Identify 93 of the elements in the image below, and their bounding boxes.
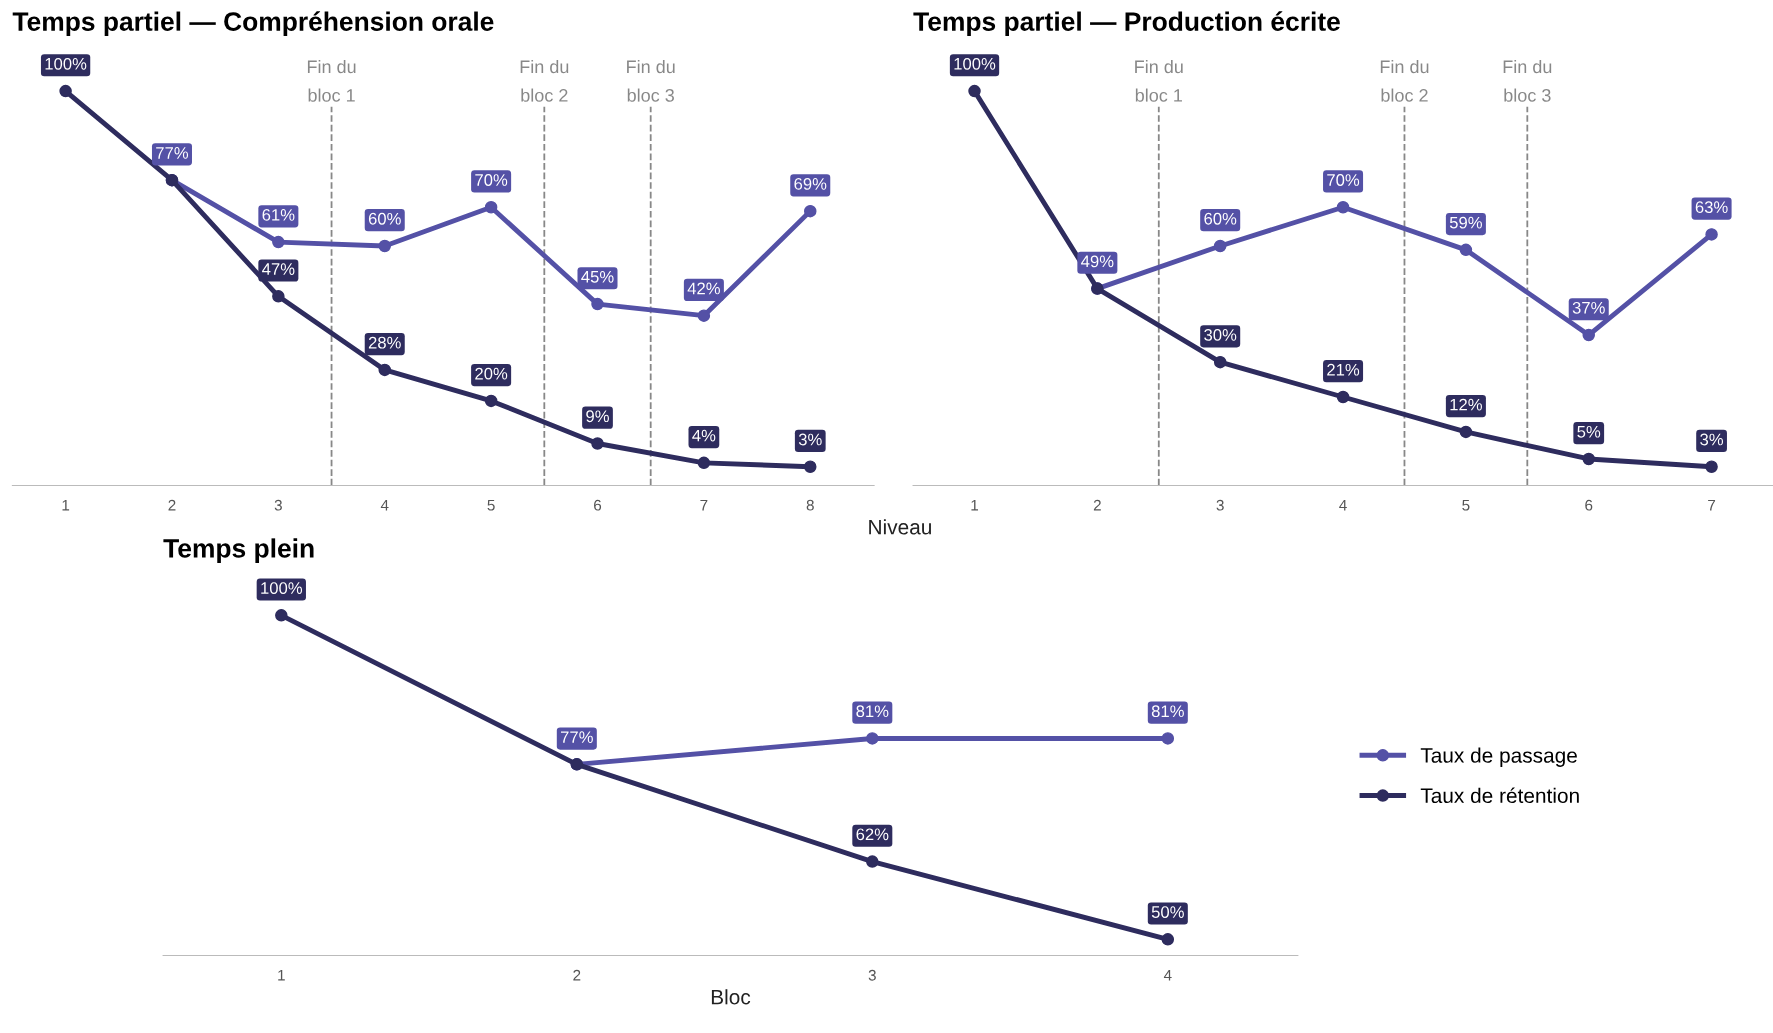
x-tick-label: 5 [487,499,495,511]
data-label: 77% [560,731,593,743]
chart-title: Temps partiel — Compréhension orale [12,11,494,37]
point [804,460,817,473]
point [591,437,604,450]
data-label: 21% [1327,363,1360,376]
point [1213,355,1227,369]
x-tick-label: 3 [1216,499,1224,511]
point [59,84,72,98]
point [1705,228,1718,241]
data-label: 49% [1081,255,1114,268]
x-tick-label: 3 [868,969,876,981]
data-label: 81% [856,705,889,718]
point [272,235,285,249]
data-label: 5% [1577,425,1601,438]
data-label: 60% [1204,212,1237,225]
point [1582,452,1595,466]
ref-line-label: Fin du bloc 3 [1503,59,1552,102]
legend-label: Taux de rétention [1420,787,1579,804]
data-label: 42% [687,282,720,295]
x-tick-label: 3 [274,499,282,511]
legend-label: Taux de passage [1420,747,1577,767]
point [1336,390,1350,404]
point [804,204,817,218]
point [1582,328,1595,342]
data-label: 100% [261,582,303,594]
point [591,297,604,311]
x-tick-label: 2 [573,969,581,981]
data-label: 62% [856,828,889,841]
point [1705,460,1718,473]
data-label: 61% [262,208,295,221]
ref-line-label: Fin du bloc 2 [520,59,569,102]
point [484,201,498,214]
x-tick-label: 2 [1093,499,1101,511]
point [1336,201,1350,214]
data-label: 20% [475,367,508,380]
point [378,363,391,377]
data-label: 59% [1449,216,1482,229]
data-label: 63% [1695,201,1728,214]
point [697,309,711,322]
data-label: 70% [1327,174,1360,186]
x-tick-label: 6 [594,499,602,511]
ref-line-label: Fin du bloc 2 [1380,59,1429,102]
point [378,239,391,253]
data-label: 100% [45,57,87,70]
data-label: 77% [156,147,189,159]
data-label: 50% [1151,906,1184,918]
point [484,394,498,408]
ref-line-label: Fin du bloc 1 [307,59,356,102]
x-tick-label: 6 [1585,499,1593,511]
data-label: 69% [794,177,827,190]
data-label: 3% [1700,433,1724,446]
x-tick-label: 1 [971,499,979,511]
point [1213,239,1227,253]
data-label: 12% [1450,398,1482,411]
data-label: 4% [692,429,716,442]
x-tick-label: 4 [1339,499,1347,511]
x-tick-label: 1 [62,499,70,511]
chart-title: Temps plein [163,538,314,563]
point [866,855,879,868]
x-tick-label: 4 [380,499,389,511]
data-label: 45% [581,271,614,283]
chart-title: Temps partiel — Production écrite [913,11,1340,37]
x-tick-label: 5 [1462,499,1470,511]
x-tick-label: 1 [278,969,285,981]
ref-line-label: Fin du bloc 3 [627,59,675,102]
data-label: 30% [1204,329,1237,341]
data-label: 37% [1572,301,1605,314]
data-label: 81% [1151,705,1184,718]
x-tick-label: 7 [700,499,708,511]
x-tick-label: 2 [168,499,176,511]
data-label: 9% [586,410,609,423]
x-tick-label: 4 [1163,969,1172,981]
point [697,456,711,470]
x-tick-label: 8 [806,499,814,511]
data-label: 3% [798,433,822,446]
data-label: 47% [262,263,295,275]
data-label: 100% [954,57,996,70]
data-label: 60% [368,212,401,225]
x-axis-title: Bloc [711,989,751,1005]
point [1459,425,1473,439]
point [272,290,285,303]
data-label: 70% [475,174,508,186]
point [1459,243,1473,257]
point [275,609,288,622]
point [1161,933,1175,946]
data-label: 28% [368,336,401,349]
point [866,732,879,745]
ref-line-label: Fin du bloc 1 [1135,59,1183,102]
x-tick-label: 7 [1708,499,1716,511]
x-axis-title: Niveau [869,519,931,535]
point [1161,732,1175,745]
point [968,84,981,98]
